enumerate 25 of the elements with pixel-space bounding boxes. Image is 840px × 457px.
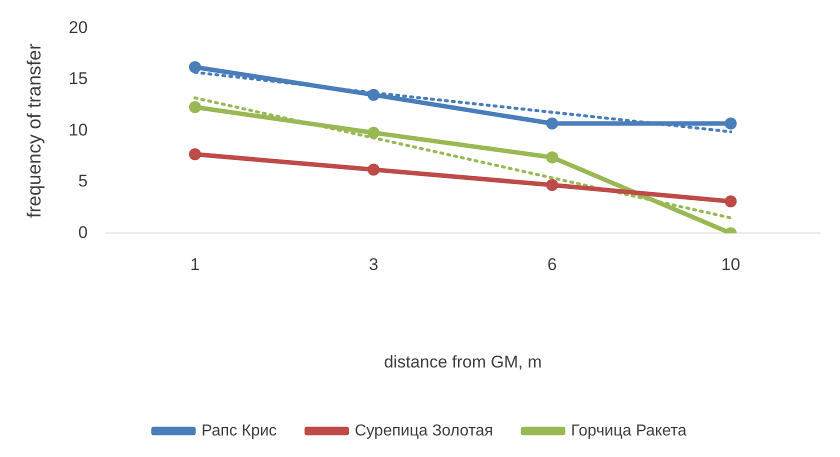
x-axis-title: distance from GM, m xyxy=(384,352,542,372)
y-tick-label: 5 xyxy=(78,172,88,191)
point xyxy=(368,88,380,101)
x-tick-label: 10 xyxy=(721,255,740,274)
point xyxy=(368,164,380,176)
x-tick-label: 3 xyxy=(368,255,378,274)
y-tick-label: 10 xyxy=(68,120,88,140)
point xyxy=(546,118,558,130)
point xyxy=(368,126,380,139)
x-tick-label: 6 xyxy=(547,255,557,274)
point xyxy=(724,118,737,130)
y-axis-title: frequency of transfer xyxy=(24,42,46,218)
point xyxy=(188,61,201,74)
y-tick-label: 15 xyxy=(68,69,88,88)
x-tick-label: 1 xyxy=(190,255,200,274)
legend-label: Горчица Ракета xyxy=(571,422,687,440)
legend-label: Сурепица Золотая xyxy=(354,422,494,440)
point xyxy=(188,101,201,114)
point xyxy=(188,148,201,160)
point xyxy=(546,151,558,164)
y-tick-label: 20 xyxy=(68,18,88,37)
point xyxy=(724,195,737,208)
legend-label: Рапс Крис xyxy=(201,422,277,440)
y-tick-label: 0 xyxy=(78,222,88,242)
point xyxy=(546,179,558,192)
